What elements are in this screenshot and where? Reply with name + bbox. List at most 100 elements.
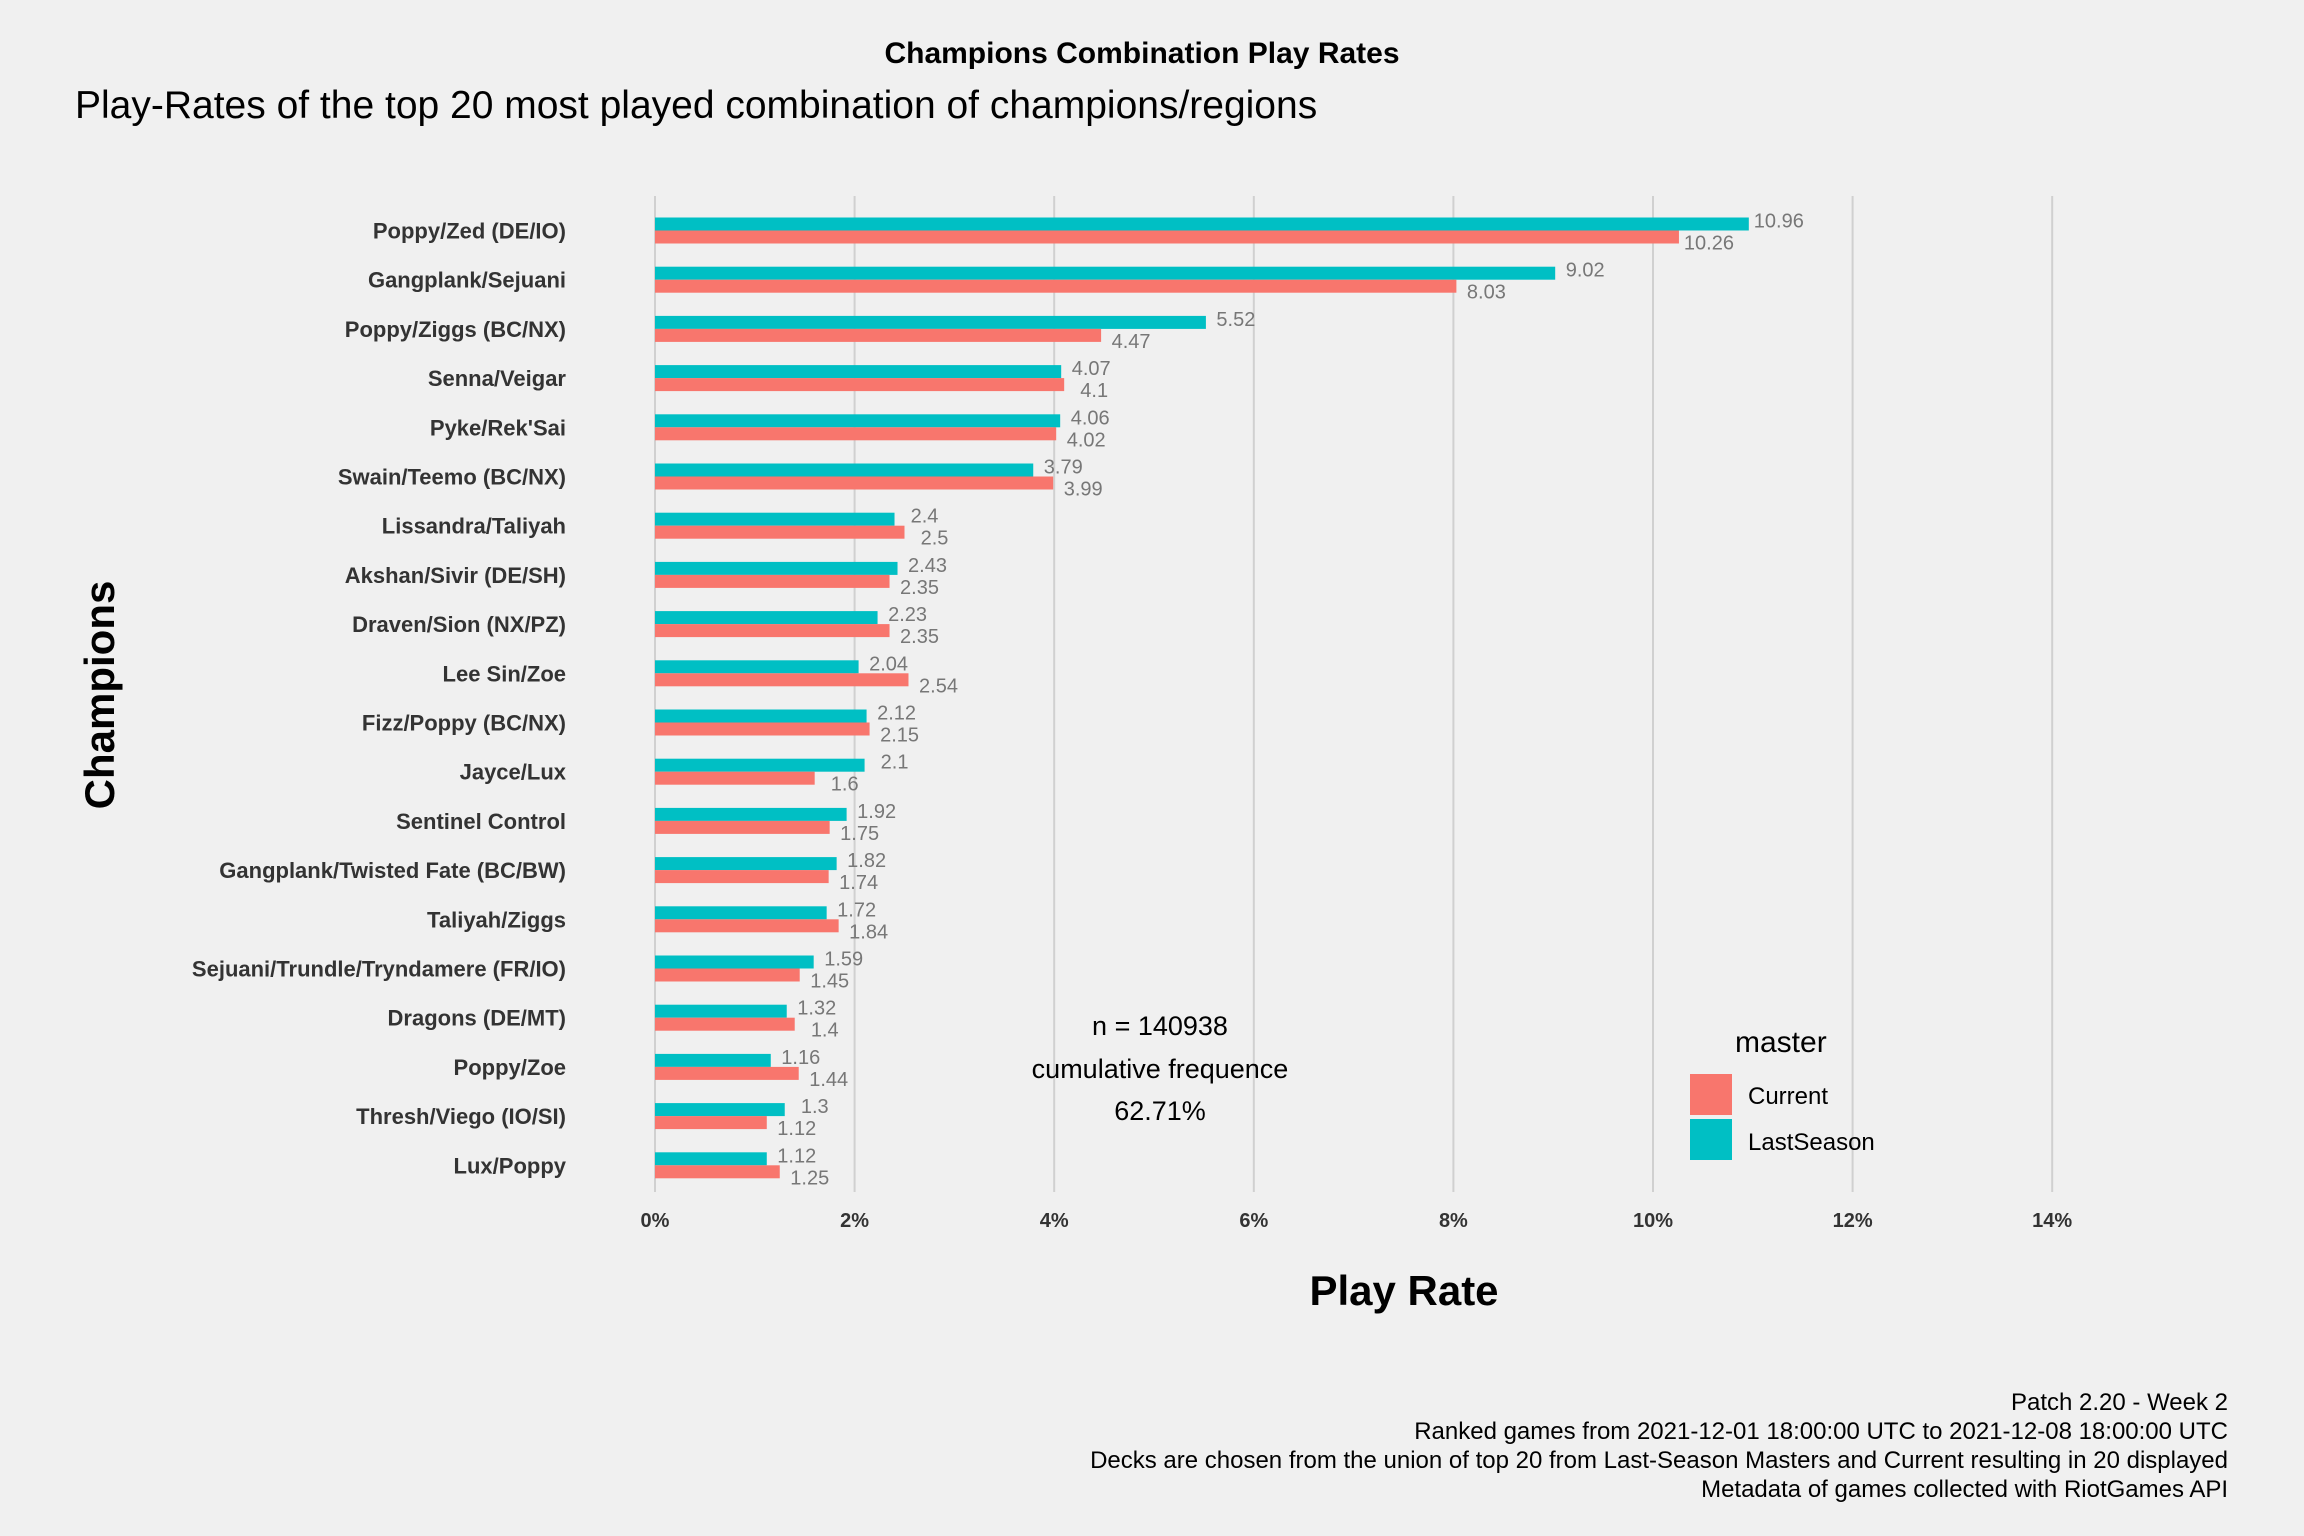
data-label-current: 4.1 — [1080, 380, 1108, 402]
annotation-cumulative-value: 62.71% — [1114, 1096, 1206, 1126]
bar-lastseason — [655, 1152, 767, 1166]
data-label-current: 8.03 — [1467, 282, 1506, 304]
data-label-current: 2.35 — [900, 626, 939, 648]
legend: master Current LastSeason — [1690, 1026, 1875, 1160]
data-label-current: 4.02 — [1067, 429, 1106, 451]
data-label-current: 1.45 — [810, 971, 849, 993]
grid-lines — [654, 196, 2054, 1192]
category-label: Thresh/Viego (IO/SI) — [356, 1104, 566, 1129]
bar-lastseason — [655, 660, 859, 674]
data-label-current: 1.74 — [839, 872, 878, 894]
bar-lastseason — [655, 1004, 787, 1018]
category-label: Lissandra/Taliyah — [382, 514, 566, 539]
bar-current — [655, 820, 830, 834]
category-label: Lux/Poppy — [454, 1153, 567, 1178]
caption-line-3: Decks are chosen from the union of top 2… — [1090, 1447, 2228, 1474]
bar-current — [655, 279, 1457, 293]
x-tick-labels-group: 0% 2% 4% 6% 8% 10% 12% 14% — [641, 1210, 2073, 1232]
bar-current — [655, 525, 905, 539]
bar-lastseason — [655, 463, 1034, 477]
bar-lastseason — [655, 365, 1062, 379]
legend-title: master — [1735, 1026, 1827, 1059]
x-tick-label: 14% — [2032, 1210, 2072, 1232]
bar-current — [655, 476, 1054, 490]
legend-swatch-current — [1690, 1074, 1732, 1115]
bar-current — [655, 427, 1057, 441]
data-label-current: 10.26 — [1684, 233, 1734, 255]
legend-swatch-lastseason — [1690, 1119, 1732, 1160]
x-tick-label: 6% — [1239, 1210, 1268, 1232]
data-label-current: 1.75 — [840, 823, 879, 845]
category-label: Poppy/Ziggs (BC/NX) — [345, 317, 566, 342]
data-label-lastseason: 1.82 — [847, 850, 886, 872]
legend-label-lastseason: LastSeason — [1748, 1129, 1875, 1156]
data-label-current: 1.84 — [849, 921, 888, 943]
data-label-current: 3.99 — [1064, 479, 1103, 501]
bar-lastseason — [655, 512, 895, 526]
category-label: Lee Sin/Zoe — [443, 661, 566, 686]
caption: Patch 2.20 - Week 2 Ranked games from 20… — [1090, 1389, 2228, 1503]
category-label: Pyke/Rek'Sai — [430, 415, 566, 440]
caption-line-1: Patch 2.20 - Week 2 — [2011, 1389, 2228, 1416]
x-axis-title: Play Rate — [1309, 1267, 1498, 1314]
data-label-current: 1.25 — [790, 1167, 829, 1189]
bar-lastseason — [655, 315, 1206, 329]
data-label-lastseason: 3.79 — [1044, 457, 1083, 479]
data-label-lastseason: 2.43 — [908, 555, 947, 577]
bar-lastseason — [655, 414, 1061, 428]
bar-lastseason — [655, 807, 847, 821]
bar-current — [655, 230, 1679, 244]
bar-current — [655, 1116, 767, 1130]
x-tick-label: 0% — [641, 1210, 670, 1232]
data-label-lastseason: 2.23 — [888, 604, 927, 626]
x-tick-label: 12% — [1833, 1210, 1873, 1232]
y-axis-title: Champions — [76, 581, 123, 810]
category-label: Dragons (DE/MT) — [388, 1006, 566, 1031]
data-label-lastseason: 1.59 — [824, 949, 863, 971]
data-label-current: 1.6 — [831, 774, 859, 796]
data-label-current: 2.5 — [921, 528, 949, 550]
data-label-lastseason: 1.16 — [781, 1047, 820, 1069]
legend-label-current: Current — [1748, 1083, 1828, 1110]
bar-lastseason — [655, 857, 837, 871]
bar-lastseason — [655, 709, 867, 723]
data-label-current: 2.35 — [900, 577, 939, 599]
bar-current — [655, 1017, 795, 1031]
bar-current — [655, 1165, 780, 1179]
data-label-lastseason: 5.52 — [1216, 309, 1255, 331]
data-label-lastseason: 1.3 — [801, 1096, 829, 1118]
annotation-cumulative-label: cumulative frequence — [1032, 1054, 1289, 1084]
data-label-lastseason: 1.12 — [777, 1145, 816, 1167]
data-label-current: 1.44 — [809, 1069, 848, 1091]
bar-lastseason — [655, 1103, 785, 1117]
bar-current — [655, 378, 1065, 392]
category-labels-group: Poppy/Zed (DE/IO) Gangplank/Sejuani Poppy/… — [192, 219, 567, 1179]
data-label-current: 1.12 — [777, 1118, 816, 1140]
data-label-lastseason: 2.12 — [877, 703, 916, 725]
data-label-lastseason: 9.02 — [1566, 260, 1605, 282]
bar-lastseason — [655, 217, 1749, 231]
category-label: Poppy/Zoe — [454, 1055, 566, 1080]
caption-line-4: Metadata of games collected with RiotGam… — [1701, 1476, 2228, 1503]
category-label: Sejuani/Trundle/Tryndamere (FR/IO) — [192, 957, 566, 982]
bar-lastseason — [655, 561, 898, 575]
category-label: Akshan/Sivir (DE/SH) — [345, 563, 566, 588]
category-label: Taliyah/Ziggs — [427, 907, 566, 932]
category-label: Swain/Teemo (BC/NX) — [338, 465, 566, 490]
data-label-lastseason: 4.07 — [1072, 358, 1111, 380]
data-label-current: 1.4 — [811, 1020, 839, 1042]
bar-lastseason — [655, 1053, 771, 1067]
bars-group — [655, 217, 1749, 1179]
bar-lastseason — [655, 955, 814, 969]
x-tick-label: 10% — [1633, 1210, 1673, 1232]
bar-lastseason — [655, 611, 878, 625]
data-label-lastseason: 1.32 — [797, 998, 836, 1020]
x-tick-label: 2% — [840, 1210, 869, 1232]
bar-current — [655, 968, 800, 982]
data-label-lastseason: 10.96 — [1754, 211, 1804, 233]
data-label-current: 2.54 — [919, 675, 958, 697]
x-tick-label: 8% — [1439, 1210, 1468, 1232]
x-tick-label: 4% — [1040, 1210, 1069, 1232]
annotation-n: n = 140938 — [1092, 1011, 1228, 1041]
